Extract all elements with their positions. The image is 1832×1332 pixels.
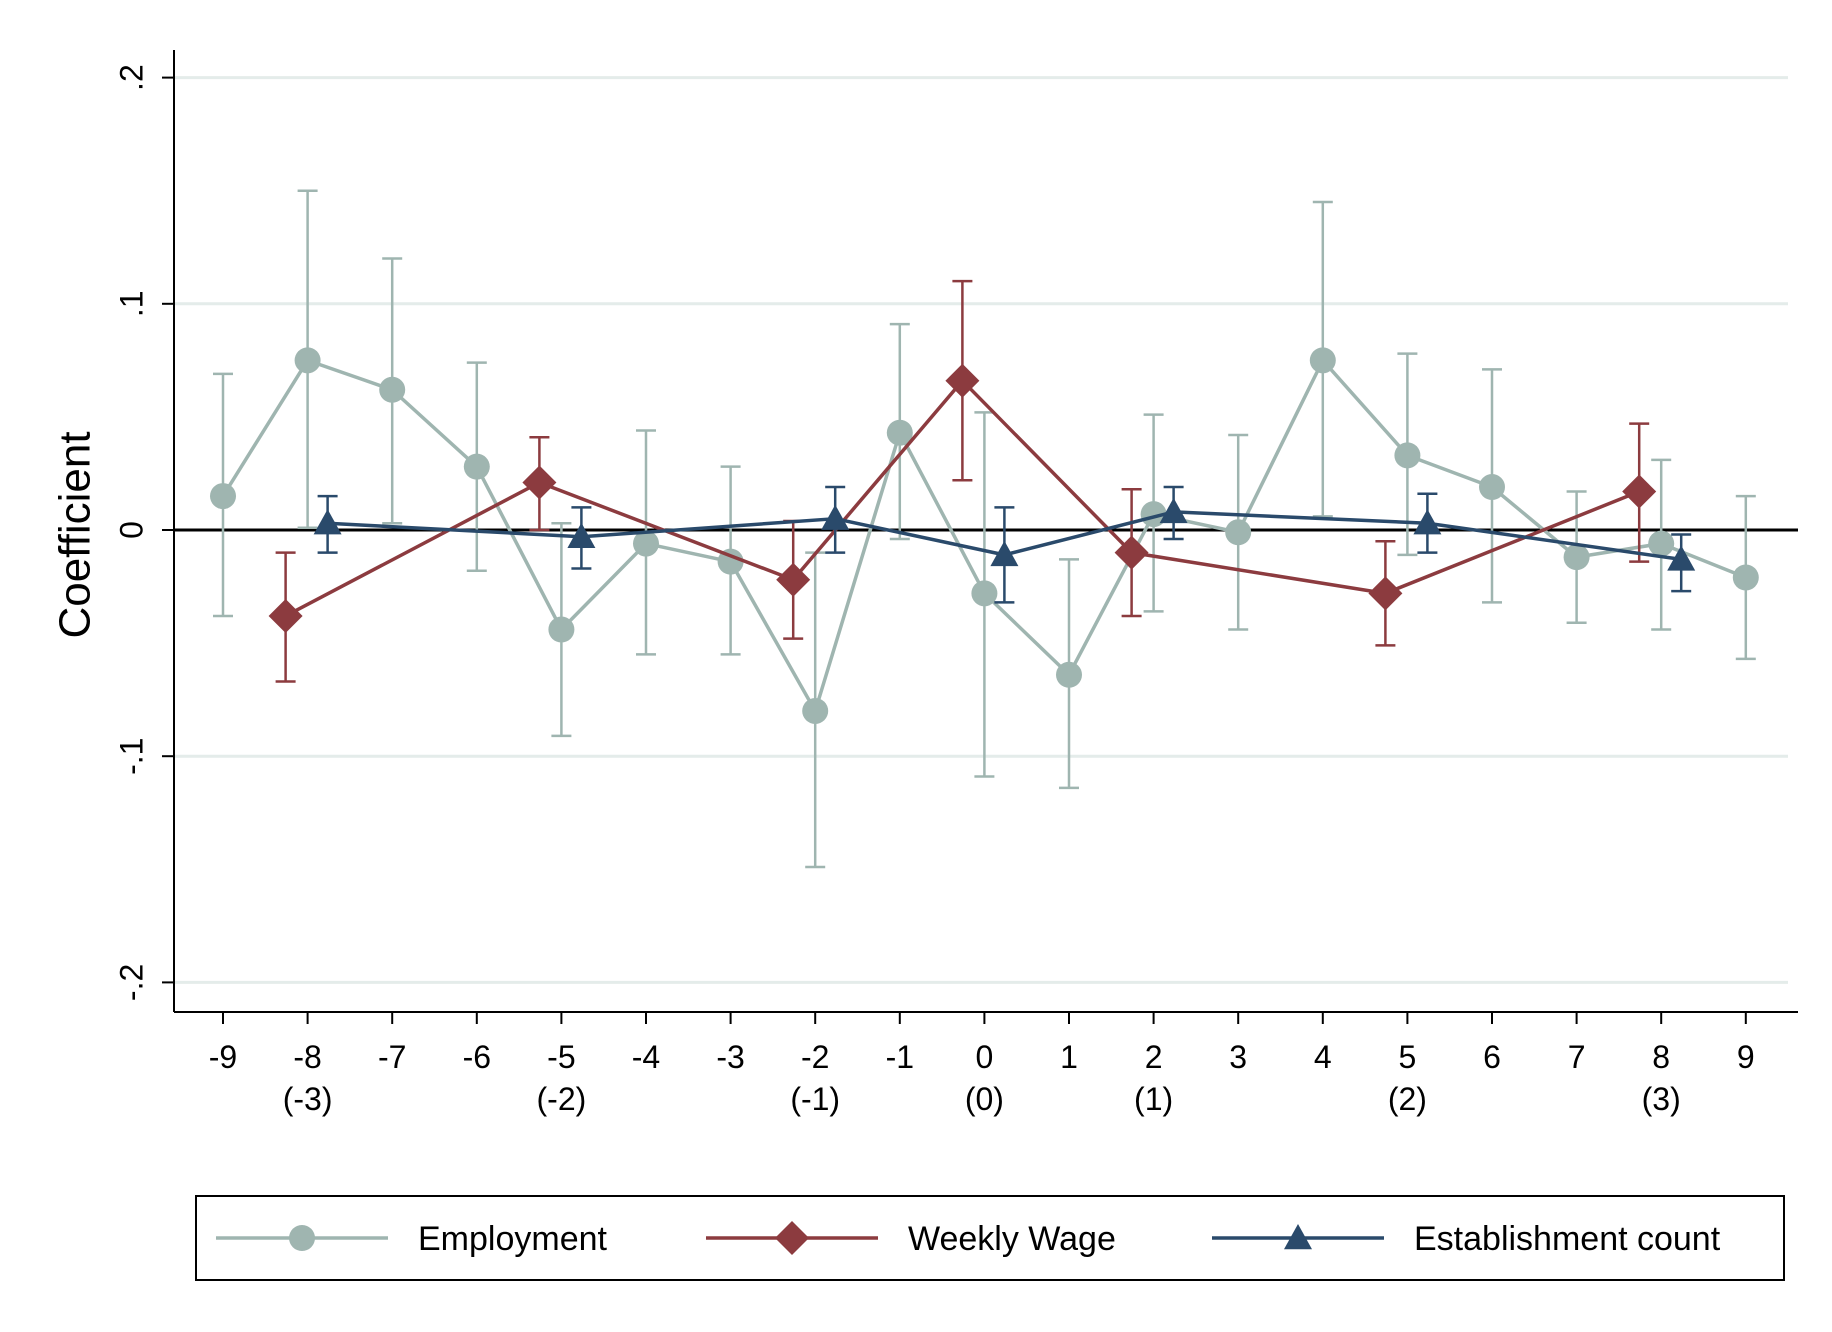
- legend-box: [195, 1195, 1785, 1281]
- data-point: [1667, 545, 1696, 571]
- data-point: [821, 504, 850, 530]
- legend-label: Establishment count: [1414, 1220, 1721, 1258]
- data-point: [268, 598, 303, 633]
- x-tick-sublabel: (-3): [283, 1081, 333, 1117]
- data-point: [633, 530, 659, 557]
- y-axis-title: Coefficient: [51, 431, 100, 638]
- data-point: [1732, 564, 1759, 591]
- x-tick-label: 6: [1483, 1039, 1501, 1075]
- y-tick-label: 0: [113, 521, 149, 539]
- x-tick-label: 5: [1399, 1039, 1417, 1075]
- data-point: [210, 483, 236, 510]
- data-point: [1225, 519, 1252, 546]
- data-point: [717, 548, 744, 575]
- data-point: [1479, 474, 1505, 501]
- data-point: [1648, 530, 1675, 557]
- x-tick-label: 0: [976, 1039, 994, 1075]
- legend-entry: Employment: [216, 1220, 608, 1258]
- x-tick-label: 7: [1568, 1039, 1586, 1075]
- x-tick-label: 1: [1060, 1039, 1078, 1075]
- y-tick-label: .1: [113, 290, 149, 317]
- x-tick-label: -1: [886, 1039, 914, 1075]
- series-establishment-count: [313, 485, 1696, 604]
- data-point: [945, 363, 980, 398]
- x-tick-label: 3: [1229, 1039, 1247, 1075]
- x-tick-sublabel: (0): [965, 1081, 1004, 1117]
- series-weekly-wage: [268, 279, 1657, 683]
- x-tick-sublabel: (-2): [537, 1081, 587, 1117]
- x-tick-label: -6: [463, 1039, 491, 1075]
- x-tick-label: 8: [1652, 1039, 1670, 1075]
- legend-swatch-marker: [1284, 1224, 1312, 1250]
- x-tick-label: -8: [293, 1039, 321, 1075]
- x-tick-label: -3: [716, 1039, 744, 1075]
- x-tick-sublabel: (2): [1388, 1081, 1427, 1117]
- data-point: [294, 347, 321, 374]
- data-point: [313, 509, 342, 535]
- legend-label: Employment: [418, 1220, 608, 1258]
- data-point: [1368, 576, 1403, 611]
- data-point: [1309, 347, 1336, 374]
- data-point: [1140, 501, 1167, 528]
- data-point: [463, 453, 490, 480]
- x-tick-sublabel: (3): [1642, 1081, 1681, 1117]
- data-point: [1114, 535, 1149, 570]
- data-point: [567, 522, 596, 548]
- x-tick-label: -7: [378, 1039, 406, 1075]
- data-point: [802, 697, 829, 724]
- legend-entry: Weekly Wage: [706, 1220, 1116, 1258]
- data-point: [1394, 442, 1421, 469]
- legend-label: Weekly Wage: [908, 1220, 1116, 1258]
- data-point: [971, 580, 998, 607]
- data-point: [1056, 661, 1082, 688]
- series: [210, 189, 1759, 869]
- legend: Employment Weekly Wage Establishment count: [195, 1195, 1785, 1281]
- x-tick-label: 4: [1314, 1039, 1332, 1075]
- axes: -.2 -.1 0 .1 .2 Coefficient -9 -8 (-3) -7 -6 -5 (-2)…: [51, 50, 1798, 1117]
- data-point: [548, 616, 575, 643]
- x-tick-label: -5: [547, 1039, 575, 1075]
- data-point: [1413, 509, 1442, 535]
- legend-entry: Establishment count: [1212, 1220, 1721, 1258]
- data-point: [1563, 544, 1590, 571]
- data-point: [990, 540, 1019, 567]
- x-tick-label: 2: [1145, 1039, 1163, 1075]
- data-point: [1159, 497, 1188, 524]
- data-point: [522, 465, 557, 500]
- x-tick-sublabel: (-1): [790, 1081, 840, 1117]
- data-point: [886, 419, 913, 446]
- legend-swatch-marker: [775, 1221, 809, 1255]
- x-tick-label: -2: [801, 1039, 829, 1075]
- data-point: [1622, 474, 1657, 509]
- x-tick-sublabel: (1): [1134, 1081, 1173, 1117]
- x-tick-label: 9: [1737, 1039, 1755, 1075]
- data-point: [379, 376, 406, 403]
- x-tick-label: -4: [632, 1039, 660, 1075]
- data-point: [776, 562, 811, 597]
- x-tick-label: -9: [209, 1039, 237, 1075]
- y-tick-label: .2: [113, 64, 149, 91]
- y-tick-label: -.2: [113, 964, 149, 1001]
- series-employment: [210, 189, 1759, 869]
- y-tick-label: -.1: [113, 738, 149, 775]
- legend-swatch-marker: [289, 1225, 315, 1251]
